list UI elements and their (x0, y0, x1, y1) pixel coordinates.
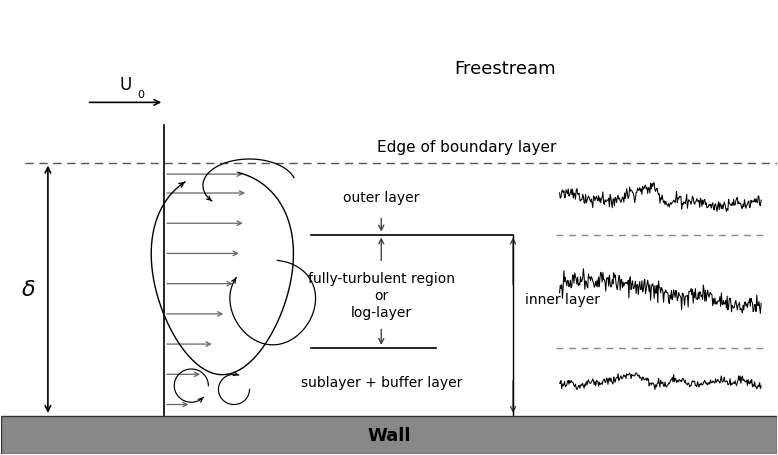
Text: sublayer + buffer layer: sublayer + buffer layer (300, 375, 462, 389)
Bar (2, 416, 776, 454)
Text: outer layer: outer layer (343, 190, 419, 204)
Text: Freestream: Freestream (454, 60, 556, 78)
Text: 0: 0 (137, 89, 144, 99)
Text: inner layer: inner layer (524, 292, 600, 306)
Text: U: U (119, 76, 131, 94)
Text: Wall: Wall (367, 426, 411, 444)
Text: Edge of boundary layer: Edge of boundary layer (377, 139, 556, 154)
Text: δ: δ (22, 280, 35, 300)
Text: fully-turbulent region
or
log-layer: fully-turbulent region or log-layer (308, 271, 455, 319)
